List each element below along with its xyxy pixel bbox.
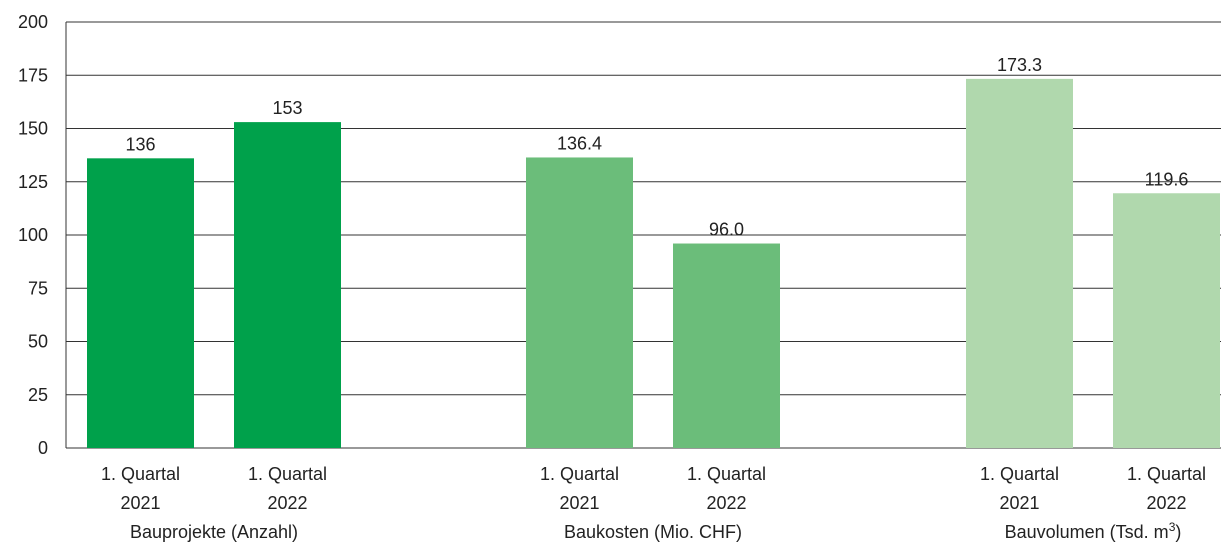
x-tick-label: 1. Quartal — [1127, 464, 1206, 484]
y-tick-label: 0 — [38, 438, 48, 458]
x-tick-label: 1. Quartal — [540, 464, 619, 484]
bar — [673, 243, 780, 448]
x-tick-label: 2021 — [559, 493, 599, 513]
y-tick-label: 150 — [18, 119, 48, 139]
data-label: 119.6 — [1145, 169, 1189, 189]
x-tick-label: 2022 — [1146, 493, 1186, 513]
bar — [1113, 193, 1220, 448]
group-label: Bauvolumen (Tsd. m3) — [1005, 520, 1182, 542]
x-tick-label: 1. Quartal — [248, 464, 327, 484]
y-tick-label: 75 — [28, 278, 48, 298]
y-tick-label: 125 — [18, 172, 48, 192]
y-tick-label: 50 — [28, 332, 48, 352]
group-label: Baukosten (Mio. CHF) — [564, 522, 742, 542]
y-tick-label: 25 — [28, 385, 48, 405]
bar — [966, 78, 1073, 448]
x-tick-label: 2021 — [999, 493, 1039, 513]
x-tick-label: 2021 — [120, 493, 160, 513]
y-tick-label: 100 — [18, 225, 48, 245]
y-tick-label: 200 — [18, 12, 48, 32]
bar — [87, 158, 194, 448]
x-tick-label: 1. Quartal — [687, 464, 766, 484]
data-label: 136.4 — [557, 133, 602, 153]
x-tick-label: 1. Quartal — [980, 464, 1059, 484]
data-label: 96.0 — [709, 220, 744, 240]
data-label: 136 — [125, 134, 155, 154]
data-label: 153 — [272, 98, 302, 118]
x-tick-label: 1. Quartal — [101, 464, 180, 484]
x-tick-label: 2022 — [706, 493, 746, 513]
bar — [526, 157, 633, 448]
y-tick-label: 175 — [18, 65, 48, 85]
x-tick-label: 2022 — [267, 493, 307, 513]
data-label: 173.3 — [997, 55, 1042, 75]
bar — [234, 122, 341, 449]
group-label: Bauprojekte (Anzahl) — [130, 522, 298, 542]
